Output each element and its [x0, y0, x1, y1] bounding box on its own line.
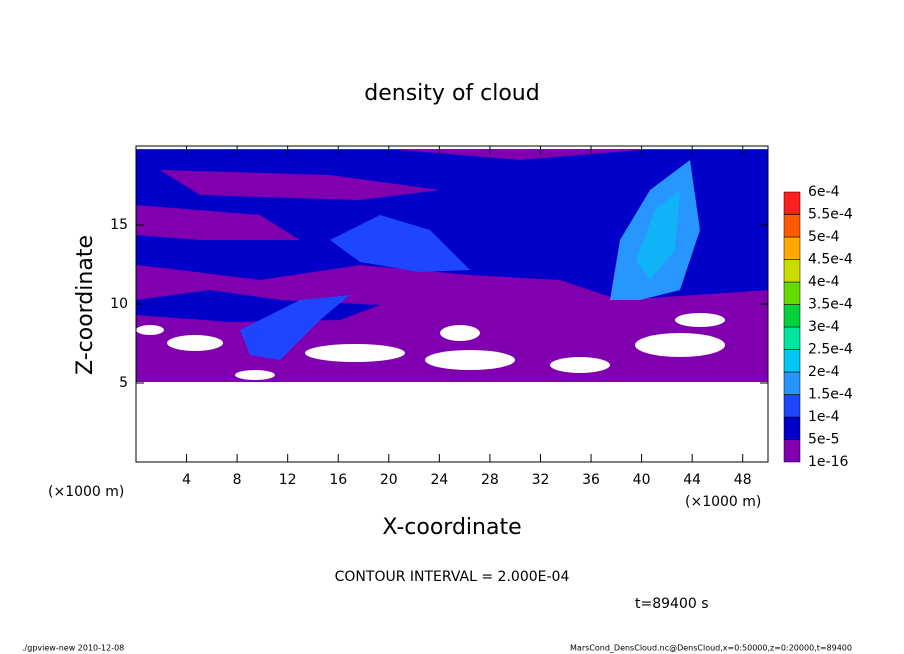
- colorbar-box: [783, 349, 801, 373]
- y-axis-label: Z-coordinate: [73, 235, 98, 375]
- colorbar-label: 3.5e-4: [808, 297, 853, 313]
- x-tick-label: 40: [633, 472, 651, 488]
- colorbar-box: [783, 214, 801, 238]
- colorbar-box: [783, 304, 801, 328]
- x-tick-label: 32: [532, 472, 550, 488]
- y-tick-label: 10: [110, 296, 128, 312]
- footer-right: MarsCond_DensCloud.nc@DensCloud,x=0:5000…: [570, 644, 852, 653]
- x-tick-label: 16: [329, 472, 347, 488]
- colorbar-label: 1e-16: [808, 454, 848, 470]
- x-tick-label: 4: [182, 472, 191, 488]
- colorbar-label: 2e-4: [808, 364, 840, 380]
- field-hole: [550, 357, 610, 373]
- colorbar-label: 1.5e-4: [808, 387, 853, 403]
- colorbar-label: 5e-4: [808, 229, 840, 245]
- x-tick-label: 28: [481, 472, 499, 488]
- colorbar-label: 1e-4: [808, 409, 840, 425]
- field-hole: [167, 335, 223, 351]
- colorbar-box: [783, 416, 801, 440]
- x-tick-label: 24: [430, 472, 448, 488]
- field: [136, 146, 768, 382]
- x-tick-label: 20: [380, 472, 398, 488]
- colorbar-box: [783, 191, 801, 215]
- x-unit: (×1000 m): [685, 494, 761, 510]
- colorbar-box: [783, 326, 801, 350]
- colorbar-box: [783, 371, 801, 395]
- y-tick-label: 5: [119, 375, 128, 391]
- x-tick-label: 44: [683, 472, 701, 488]
- field-hole: [440, 325, 480, 341]
- colorbar-label: 5.5e-4: [808, 207, 853, 223]
- colorbar-box: [783, 236, 801, 260]
- x-tick-label: 8: [233, 472, 242, 488]
- x-axis-label: X-coordinate: [382, 515, 521, 540]
- y-tick-label: 15: [110, 217, 128, 233]
- field-edge: [136, 146, 768, 149]
- colorbar-label: 4.5e-4: [808, 252, 853, 268]
- field-region: [330, 215, 470, 272]
- chart-title: density of cloud: [364, 81, 539, 106]
- field-hole: [235, 370, 275, 380]
- colorbar-label: 5e-5: [808, 432, 839, 448]
- field-region: [136, 205, 300, 240]
- x-tick-label: 12: [279, 472, 297, 488]
- colorbar-box: [783, 259, 801, 283]
- time-label: t=89400 s: [635, 596, 709, 612]
- colorbar-box: [783, 439, 801, 463]
- field-region: [160, 170, 440, 200]
- colorbar-label: 6e-4: [808, 184, 840, 200]
- y-unit: (×1000 m): [48, 484, 124, 500]
- field-hole: [425, 350, 515, 370]
- colorbar-label: 2.5e-4: [808, 342, 853, 358]
- field-region: [636, 190, 680, 280]
- field-hole: [136, 325, 164, 335]
- field-region: [240, 295, 350, 360]
- colorbar-label: 4e-4: [808, 274, 840, 290]
- field-hole: [305, 344, 405, 362]
- field-hole: [635, 333, 725, 357]
- colorbar-box: [783, 281, 801, 305]
- field-hole: [675, 313, 725, 327]
- x-tick-label: 48: [734, 472, 752, 488]
- colorbar-label: 3e-4: [808, 319, 840, 335]
- x-tick-label: 36: [582, 472, 600, 488]
- footer-left: ./gpview-new 2010-12-08: [22, 644, 124, 653]
- contour-interval: CONTOUR INTERVAL = 2.000E-04: [335, 569, 570, 585]
- colorbar-box: [783, 394, 801, 418]
